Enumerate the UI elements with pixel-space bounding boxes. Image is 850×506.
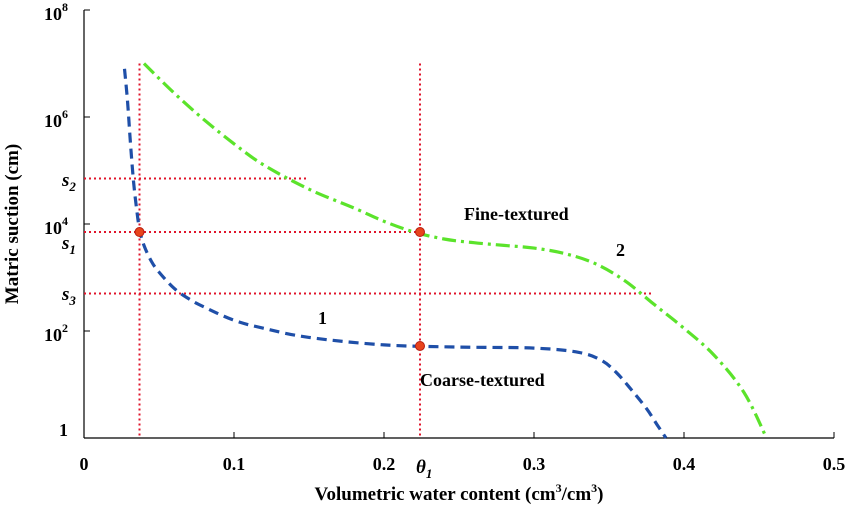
curve-1-label: 1 [318,308,327,328]
y-tick-label-4: 108 [44,0,68,24]
x-axis-title: Volumetric water content (cm3/cm3) [315,481,604,505]
marker-layer [134,227,425,351]
y-tick-label-0: 1 [59,420,68,440]
intersection-marker-3 [415,340,425,351]
x-tick-label-1: 0.1 [223,454,246,474]
x-tick-label-3: 0.3 [523,454,546,474]
series-curve-2 [142,62,768,439]
x-tick-label-4: 0.4 [673,454,696,474]
y-ticks: 1 102 104 106 108 [44,0,90,440]
curve-2-label: 2 [616,240,625,260]
reference-lines [84,63,654,438]
intersection-marker-1 [134,227,145,238]
theta1-label: θ1 [416,457,432,481]
series-layer [122,62,768,439]
coarse-textured-label: Coarse-textured [420,370,545,390]
y-tick-label-1: 102 [44,321,68,345]
x-tick-label-0: 0 [80,454,89,474]
fine-textured-label: Fine-textured [464,204,569,224]
y-axis-title: Matric suction (cm) [2,144,23,304]
x-ticks: 0 0.1 0.2 0.3 0.4 0.5 [80,432,846,474]
s1-label: s1 [61,233,76,257]
s2-label: s2 [61,170,76,194]
x-tick-label-5: 0.5 [823,454,846,474]
series-curve-1 [122,68,668,439]
y-tick-label-2: 104 [44,214,68,238]
y-tick-label-3: 106 [44,107,68,131]
x-tick-label-2: 0.2 [373,454,396,474]
s3-label: s3 [61,284,76,308]
intersection-marker-2 [415,227,425,238]
